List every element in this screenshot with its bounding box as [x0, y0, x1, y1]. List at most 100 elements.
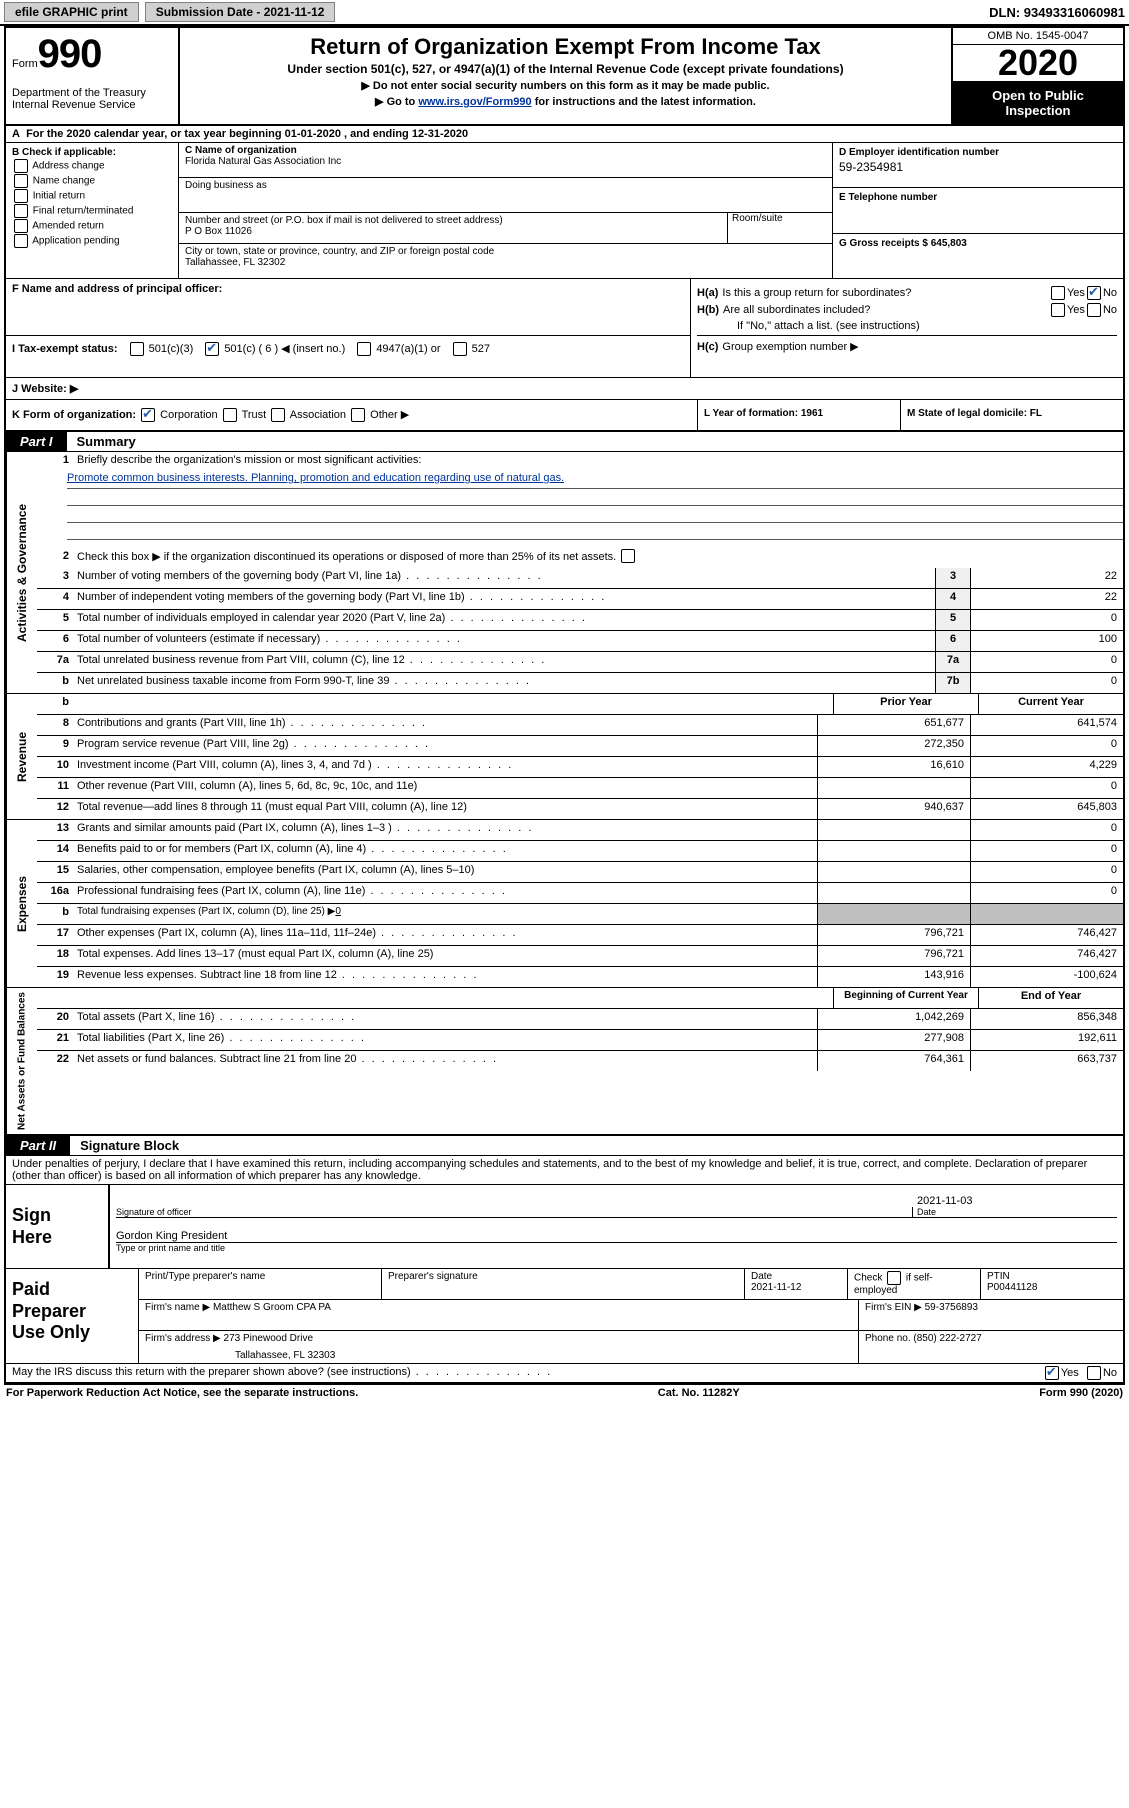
l18: Total expenses. Add lines 13–17 (must eq…	[73, 946, 817, 966]
sign-here-label: SignHere	[6, 1185, 108, 1268]
chk-amended[interactable]: Amended return	[12, 219, 172, 233]
efile-button[interactable]: efile GRAPHIC print	[4, 2, 139, 22]
tax-status-label: I Tax-exempt status:	[12, 343, 118, 355]
l8: Contributions and grants (Part VIII, lin…	[73, 715, 817, 735]
chk-name[interactable]: Name change	[12, 174, 172, 188]
firm-phone: Phone no. (850) 222-2727	[859, 1331, 1123, 1363]
submission-button[interactable]: Submission Date - 2021-11-12	[145, 2, 336, 22]
formorg-label: K Form of organization:	[12, 409, 136, 421]
discuss-yes[interactable]: Yes	[1043, 1366, 1079, 1380]
l13: Grants and similar amounts paid (Part IX…	[73, 820, 817, 840]
part1-tab: Part I	[6, 432, 67, 451]
instr-goto: ▶ Go to www.irs.gov/Form990 for instruct…	[190, 95, 941, 108]
ha-yes[interactable]: Yes	[1049, 286, 1085, 300]
dln-label: DLN: 93493316060981	[989, 5, 1125, 20]
col-l-year: L Year of formation: 1961	[698, 400, 901, 430]
hb-no[interactable]: No	[1085, 303, 1117, 317]
row-i-tax: I Tax-exempt status: 501(c)(3) 501(c) ( …	[6, 335, 690, 362]
instr-post: for instructions and the latest informat…	[532, 96, 756, 108]
chk-assoc[interactable]: Association	[269, 409, 346, 421]
chk-trust[interactable]: Trust	[221, 409, 267, 421]
chk-501c3[interactable]: 501(c)(3)	[128, 342, 194, 356]
org-name-value: Florida Natural Gas Association Inc	[185, 156, 826, 167]
p11	[817, 778, 970, 798]
p16a	[817, 883, 970, 903]
line7b-text: Net unrelated business taxable income fr…	[73, 673, 935, 693]
rev-vlabel: Revenue	[6, 694, 37, 819]
irs-link[interactable]: www.irs.gov/Form990	[418, 96, 531, 108]
open-inspection: Open to Public Inspection	[953, 82, 1123, 124]
line5-text: Total number of individuals employed in …	[73, 610, 935, 630]
p19: 143,916	[817, 967, 970, 987]
line3-text: Number of voting members of the governin…	[73, 568, 935, 588]
row-a-period: A For the 2020 calendar year, or tax yea…	[6, 126, 1123, 143]
part1-header: Part I Summary	[6, 432, 1123, 452]
dept-treasury: Department of the Treasury	[12, 87, 172, 99]
prep-selfemp[interactable]: Check if self-employed	[848, 1269, 981, 1299]
firm-addr: Firm's address ▶ 273 Pinewood Drive Tall…	[139, 1331, 859, 1363]
c15: 0	[970, 862, 1123, 882]
line3-val: 22	[970, 568, 1123, 588]
hb-yes[interactable]: Yes	[1049, 303, 1085, 317]
form-header: Form990 Department of the Treasury Inter…	[6, 28, 1123, 126]
discuss-no[interactable]: No	[1085, 1366, 1117, 1380]
line4-val: 22	[970, 589, 1123, 609]
l20: Total assets (Part X, line 16)	[73, 1009, 817, 1029]
col-m-state: M State of legal domicile: FL	[901, 400, 1123, 430]
section-bcde: B Check if applicable: Address change Na…	[6, 143, 1123, 279]
line7b-val: 0	[970, 673, 1123, 693]
l17: Other expenses (Part IX, column (A), lin…	[73, 925, 817, 945]
chk-4947[interactable]: 4947(a)(1) or	[355, 342, 440, 356]
c9: 0	[970, 736, 1123, 756]
form-container: Form990 Department of the Treasury Inter…	[4, 26, 1125, 1385]
chk-527[interactable]: 527	[451, 342, 490, 356]
blank-line2	[67, 506, 1123, 523]
officer-name: Gordon King President	[116, 1230, 1117, 1243]
col-c-org: C Name of organization Florida Natural G…	[179, 143, 833, 278]
line1-text: Briefly describe the organization's miss…	[73, 452, 1123, 472]
ein-label: D Employer identification number	[839, 147, 1117, 158]
chk-final[interactable]: Final return/terminated	[12, 204, 172, 218]
firm-name: Firm's name ▶ Matthew S Groom CPA PA	[139, 1300, 859, 1330]
top-bar: efile GRAPHIC print Submission Date - 20…	[0, 0, 1129, 26]
firm-ein: Firm's EIN ▶ 59-3756893	[859, 1300, 1123, 1330]
phone-label: E Telephone number	[839, 192, 1117, 203]
p14	[817, 841, 970, 861]
line5-val: 0	[970, 610, 1123, 630]
ein-value: 59-2354981	[839, 160, 1117, 174]
p8: 651,677	[817, 715, 970, 735]
part2-tab: Part II	[6, 1136, 70, 1155]
net-vlabel: Net Assets or Fund Balances	[6, 988, 37, 1134]
l22: Net assets or fund balances. Subtract li…	[73, 1051, 817, 1071]
chk-501c[interactable]: 501(c) ( 6 ) ◀ (insert no.)	[203, 342, 345, 356]
org-name-label: C Name of organization	[185, 145, 826, 156]
firm-city: Tallahassee, FL 32303	[235, 1350, 852, 1361]
exp-vlabel: Expenses	[6, 820, 37, 987]
discuss-row: May the IRS discuss this return with the…	[6, 1364, 1123, 1383]
dba-label: Doing business as	[185, 180, 826, 191]
c17: 746,427	[970, 925, 1123, 945]
form-subtitle: Under section 501(c), 527, or 4947(a)(1)…	[190, 62, 941, 76]
chk-initial[interactable]: Initial return	[12, 189, 172, 203]
dba-box: Doing business as	[179, 178, 832, 213]
header-left: Form990 Department of the Treasury Inter…	[6, 28, 180, 124]
bottom-row: For Paperwork Reduction Act Notice, see …	[0, 1385, 1129, 1401]
ha-no[interactable]: No	[1085, 286, 1117, 300]
addr-box: Number and street (or P.O. box if mail i…	[179, 213, 832, 244]
c19: -100,624	[970, 967, 1123, 987]
chk-pending[interactable]: Application pending	[12, 234, 172, 248]
part2-header: Part II Signature Block	[6, 1136, 1123, 1156]
col-de: D Employer identification number 59-2354…	[833, 143, 1123, 278]
col-k-formorg: K Form of organization: Corporation Trus…	[6, 400, 698, 430]
line2-checkbox[interactable]	[621, 549, 635, 563]
chk-corp[interactable]: Corporation	[139, 409, 218, 421]
chk-address[interactable]: Address change	[12, 159, 172, 173]
b-header: B Check if applicable:	[12, 147, 172, 158]
chk-other[interactable]: Other ▶	[349, 409, 409, 421]
hdr-curr: Current Year	[978, 694, 1123, 714]
row-klm: K Form of organization: Corporation Trus…	[6, 400, 1123, 432]
c14: 0	[970, 841, 1123, 861]
sign-here-zone: SignHere Signature of officer 2021-11-03…	[6, 1185, 1123, 1269]
p13	[817, 820, 970, 840]
l15: Salaries, other compensation, employee b…	[73, 862, 817, 882]
